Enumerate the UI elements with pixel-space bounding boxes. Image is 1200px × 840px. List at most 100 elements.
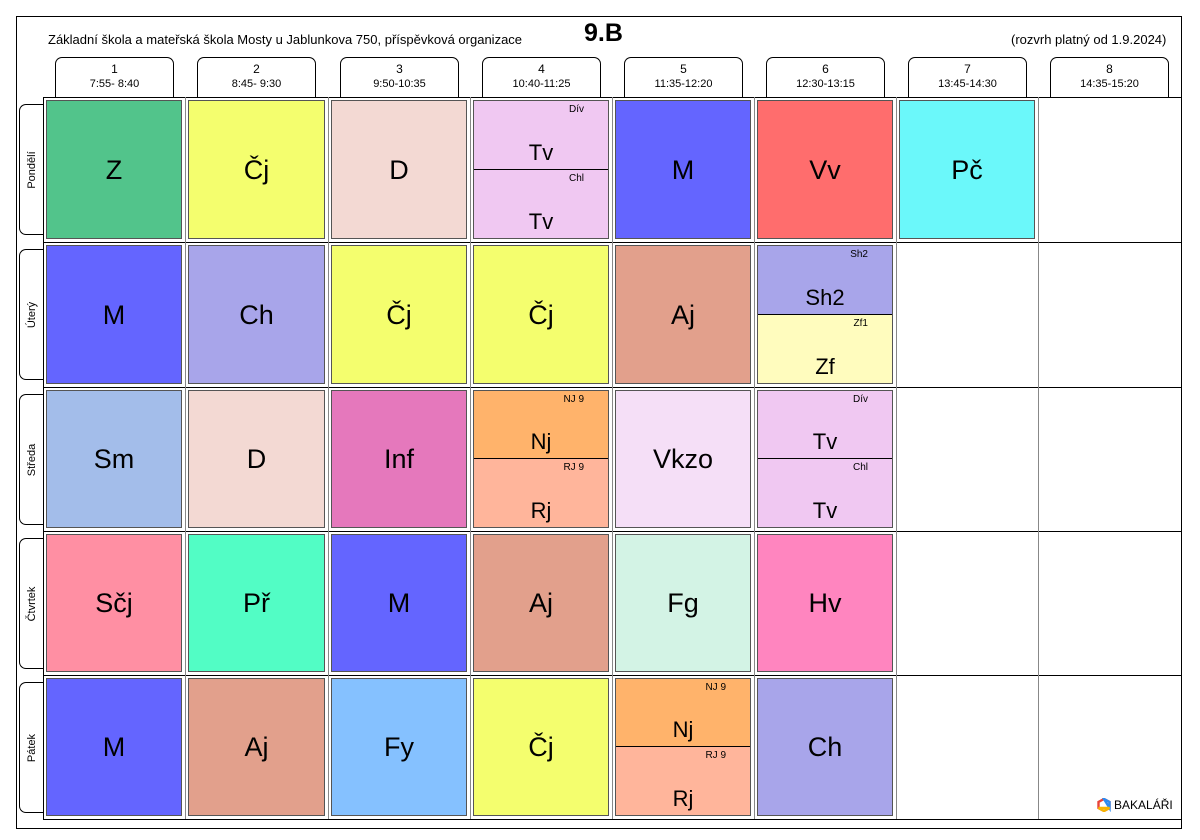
brand-name: BAKALÁŘI: [1114, 798, 1173, 812]
lesson-cell[interactable]: M: [46, 678, 182, 816]
lesson-cell[interactable]: M: [615, 100, 751, 239]
column-divider: [470, 97, 471, 819]
period-number: 8: [1106, 62, 1113, 76]
period-header-7: 7 13:45-14:30: [908, 57, 1027, 97]
lesson-cell[interactable]: Pč: [899, 100, 1035, 239]
lesson-half[interactable]: NJ 9 Nj: [616, 679, 750, 747]
subject-label: Tv: [812, 498, 838, 523]
lesson-cell[interactable]: Fg: [615, 534, 751, 672]
brand-logo: BAKALÁŘI: [1097, 798, 1173, 812]
lesson-cell[interactable]: Aj: [188, 678, 325, 816]
row-divider: [43, 819, 1182, 820]
lesson-cell[interactable]: Dív Tv Chl Tv: [757, 390, 893, 528]
subject-label: Aj: [528, 588, 553, 618]
period-time: 9:50-10:35: [373, 78, 426, 90]
lesson-half[interactable]: RJ 9 Rj: [474, 459, 608, 527]
lesson-cell[interactable]: Dív Tv Chl Tv: [473, 100, 609, 239]
group-label: Dív: [569, 104, 584, 115]
lesson-half[interactable]: RJ 9 Rj: [616, 747, 750, 815]
lesson-cell[interactable]: Sm: [46, 390, 182, 528]
group-label: Chl: [852, 462, 868, 473]
column-divider: [612, 97, 613, 819]
day-name: Úterý: [25, 301, 38, 328]
group-label: Zf1: [853, 317, 868, 329]
subject-label: Ch: [239, 299, 274, 330]
period-number: 3: [396, 62, 403, 76]
lesson-cell[interactable]: Čj: [473, 678, 609, 816]
lesson-cell[interactable]: Vkzo: [615, 390, 751, 528]
subject-label: D: [389, 154, 409, 185]
lesson-half[interactable]: Chl Tv: [474, 169, 608, 238]
subject-label: Aj: [244, 732, 269, 762]
lesson-cell[interactable]: Čj: [331, 245, 467, 384]
lesson-cell[interactable]: Hv: [757, 534, 893, 672]
period-time: 13:45-14:30: [938, 78, 997, 90]
day-label-2: Úterý: [19, 249, 43, 380]
lesson-cell[interactable]: Sčj: [46, 534, 182, 672]
lesson-cell[interactable]: Fy: [331, 678, 467, 816]
lesson-cell[interactable]: NJ 9 Nj RJ 9 Rj: [473, 390, 609, 528]
period-number: 1: [111, 62, 118, 76]
period-number: 6: [822, 62, 829, 76]
subject-label: Z: [105, 154, 123, 185]
subject-label: Pč: [951, 154, 983, 185]
subject-label: Hv: [808, 588, 842, 618]
period-time: 14:35-15:20: [1080, 78, 1139, 90]
lesson-cell[interactable]: Aj: [615, 245, 751, 384]
period-header-4: 4 10:40-11:25: [482, 57, 601, 97]
subject-label: Rj: [672, 786, 694, 811]
column-divider: [896, 97, 897, 819]
lesson-cell[interactable]: Př: [188, 534, 325, 672]
lesson-cell[interactable]: M: [331, 534, 467, 672]
period-header-3: 3 9:50-10:35: [340, 57, 459, 97]
lesson-cell[interactable]: D: [331, 100, 467, 239]
subject-label: Čj: [386, 299, 412, 330]
group-label: RJ 9: [705, 750, 726, 761]
group-label: NJ 9: [705, 682, 726, 693]
period-time: 12:30-13:15: [796, 78, 855, 90]
lesson-cell[interactable]: Čj: [473, 245, 609, 384]
subject-label: Sh2: [805, 284, 845, 310]
subject-label: Čj: [528, 299, 554, 330]
lesson-cell[interactable]: Čj: [188, 100, 325, 239]
lesson-cell[interactable]: Z: [46, 100, 182, 239]
period-header-1: 1 7:55- 8:40: [55, 57, 174, 97]
subject-label: Sm: [93, 444, 135, 474]
period-number: 4: [538, 62, 545, 76]
subject-label: Čj: [243, 154, 270, 185]
lesson-cell[interactable]: D: [188, 390, 325, 528]
subject-label: Tv: [528, 139, 554, 165]
lesson-half[interactable]: NJ 9 Nj: [474, 391, 608, 459]
lesson-cell[interactable]: Aj: [473, 534, 609, 672]
lesson-cell[interactable]: Ch: [188, 245, 325, 384]
subject-label: Aj: [670, 299, 695, 330]
lesson-cell[interactable]: Sh2 Sh2 Zf1 Zf: [757, 245, 893, 384]
lesson-half[interactable]: Dív Tv: [474, 101, 608, 170]
lesson-half[interactable]: Chl Tv: [758, 459, 892, 527]
period-header-5: 5 11:35-12:20: [624, 57, 743, 97]
lesson-half[interactable]: Sh2 Sh2: [758, 246, 892, 315]
day-label-3: Středa: [19, 394, 43, 525]
day-label-5: Pátek: [19, 682, 43, 813]
subject-label: Čj: [528, 732, 554, 762]
group-label: Dív: [853, 394, 868, 405]
lesson-half[interactable]: Zf1 Zf: [758, 314, 892, 383]
lesson-half[interactable]: Dív Tv: [758, 391, 892, 459]
validity-date: (rozvrh platný od 1.9.2024): [1011, 32, 1167, 47]
subject-label: Rj: [530, 498, 552, 523]
lesson-cell[interactable]: M: [46, 245, 182, 384]
lesson-cell[interactable]: NJ 9 Nj RJ 9 Rj: [615, 678, 751, 816]
subject-label: Tv: [528, 209, 554, 234]
lesson-cell[interactable]: Ch: [757, 678, 893, 816]
subject-label: Fg: [667, 588, 699, 618]
period-time: 7:55- 8:40: [89, 78, 140, 90]
subject-label: D: [246, 444, 267, 474]
lesson-cell[interactable]: Inf: [331, 390, 467, 528]
subject-label: Vv: [809, 154, 841, 185]
column-divider: [328, 97, 329, 819]
column-divider: [754, 97, 755, 819]
period-header-8: 8 14:35-15:20: [1050, 57, 1169, 97]
period-time: 11:35-12:20: [654, 78, 713, 90]
period-number: 5: [680, 62, 687, 76]
lesson-cell[interactable]: Vv: [757, 100, 893, 239]
